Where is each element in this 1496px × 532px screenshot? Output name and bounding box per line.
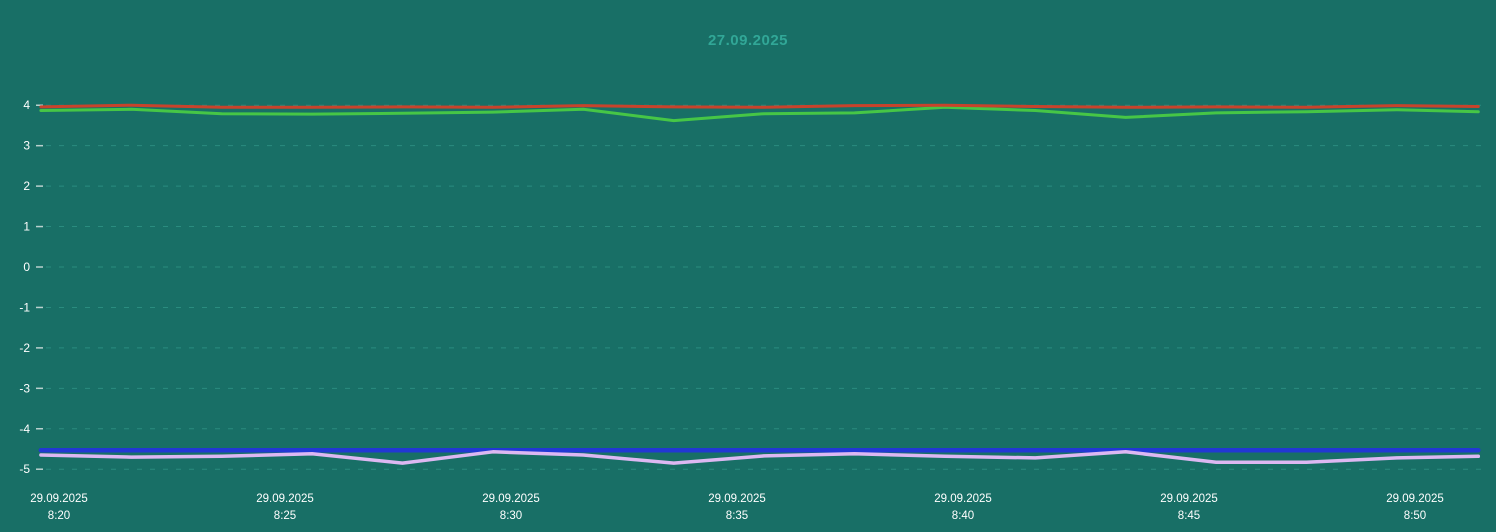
x-tick-time: 8:40: [952, 510, 974, 522]
x-tick-time: 8:45: [1178, 510, 1200, 522]
x-tick-date: 29.09.2025: [934, 493, 992, 505]
x-tick-time: 8:25: [274, 510, 296, 522]
y-tick-label: 3: [23, 139, 30, 153]
x-tick-date: 29.09.2025: [1160, 493, 1218, 505]
x-tick-date: 29.09.2025: [708, 493, 766, 505]
series-red-line: [39, 103, 1480, 109]
x-tick-time: 8:35: [726, 510, 748, 522]
y-tick-label: 1: [23, 220, 30, 234]
series-purple-line: [39, 450, 1481, 465]
y-tick-label: 0: [23, 260, 30, 274]
y-tick-label: -5: [19, 462, 30, 476]
y-tick-label: -4: [19, 422, 30, 436]
y-tick-label: 2: [23, 179, 30, 193]
series-green-line: [39, 105, 1480, 123]
y-tick-label: -2: [19, 341, 30, 355]
y-tick-label: -3: [19, 381, 30, 395]
y-tick-label: 4: [23, 98, 30, 112]
x-tick-date: 29.09.2025: [1386, 493, 1444, 505]
x-tick-date: 29.09.2025: [256, 493, 314, 505]
x-tick-date: 29.09.2025: [30, 493, 88, 505]
x-tick-time: 8:50: [1404, 510, 1426, 522]
y-tick-label: -1: [19, 300, 30, 314]
x-tick-time: 8:30: [500, 510, 522, 522]
x-tick-time: 8:20: [48, 510, 70, 522]
x-tick-date: 29.09.2025: [482, 493, 540, 505]
